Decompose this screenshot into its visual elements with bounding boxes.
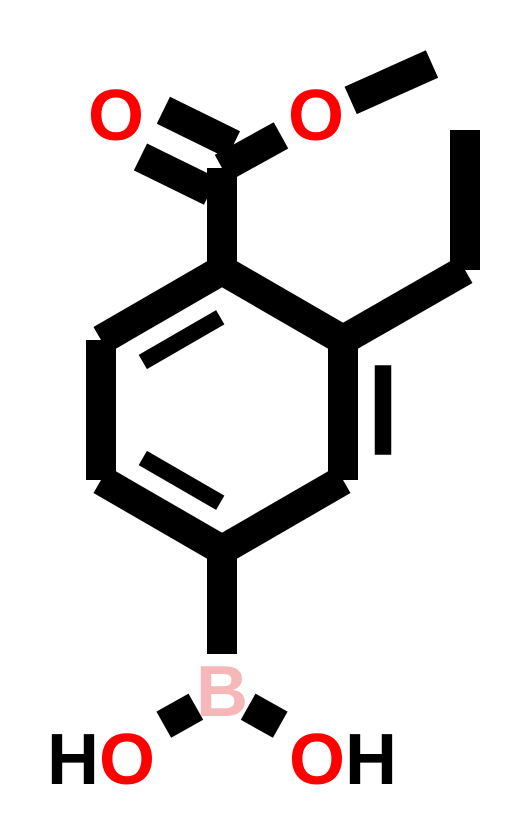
atom-label: O [288, 76, 344, 156]
molecule-diagram: O O B HO OH [0, 0, 528, 819]
atom-label: O [88, 76, 144, 156]
atom-label: B [196, 652, 248, 732]
atom-label: OH [289, 720, 397, 800]
atom-label: HO [47, 720, 155, 800]
